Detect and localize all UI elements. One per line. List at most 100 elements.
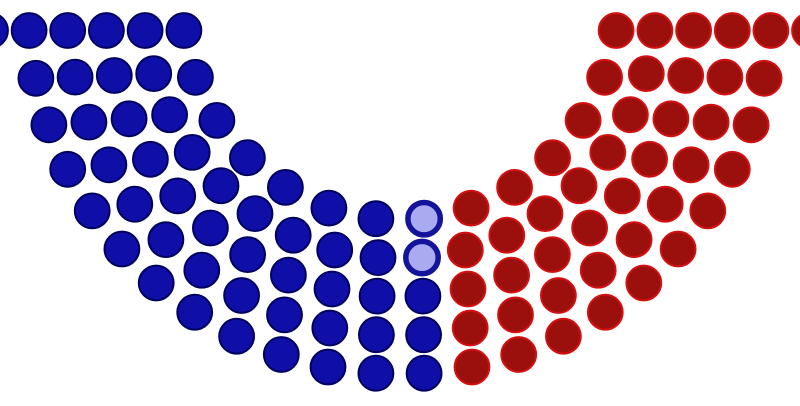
- seat-republican-13: [496, 169, 533, 206]
- seat-democratic-27: [202, 167, 240, 205]
- seat-democratic-35: [223, 277, 261, 314]
- seat-republican-27: [564, 102, 602, 139]
- seat-democratic-25: [147, 221, 185, 259]
- seat-republican-5: [500, 336, 538, 373]
- seat-democratic-14: [110, 100, 148, 138]
- seat-republican-17: [571, 209, 608, 247]
- seat-republican-14: [586, 293, 624, 331]
- seat-democratic-22: [116, 185, 154, 223]
- seat-democratic-47: [359, 239, 397, 277]
- seat-democratic-3: [49, 12, 87, 49]
- seat-democratic-49: [358, 316, 395, 354]
- seat-democratic-20: [73, 192, 111, 230]
- seat-republican-3: [449, 270, 487, 308]
- seat-republican-15: [526, 195, 564, 233]
- seat-republican-45: [791, 14, 800, 47]
- seat-republican-34: [586, 58, 623, 96]
- seat-republican-22: [659, 230, 697, 268]
- seat-democratic-5: [126, 12, 164, 49]
- seat-democratic-45: [309, 348, 347, 386]
- seat-republican-8: [493, 256, 531, 294]
- seat-republican-31: [612, 96, 649, 134]
- seat-democratic-7: [17, 59, 55, 97]
- seat-democratic-40: [310, 189, 348, 227]
- seat-republican-12: [534, 236, 571, 274]
- seat-republican-28: [631, 140, 668, 178]
- seat-democratic-15: [151, 96, 189, 134]
- seat-republican-24: [646, 185, 684, 223]
- seat-democratic-1: [0, 14, 9, 47]
- seat-republican-33: [692, 103, 730, 141]
- seat-democratic-46: [357, 200, 395, 238]
- seat-independent-2: [405, 199, 444, 238]
- seat-democratic-29: [192, 209, 229, 247]
- seat-democratic-9: [95, 57, 133, 94]
- seat-democratic-6: [165, 12, 203, 49]
- seat-republican-42: [675, 12, 712, 49]
- seat-democratic-36: [218, 317, 256, 355]
- seat-democratic-18: [132, 140, 169, 178]
- seat-democratic-42: [316, 231, 354, 269]
- seat-republican-11: [540, 277, 577, 314]
- seat-republican-35: [732, 106, 770, 144]
- seat-democratic-37: [274, 216, 312, 254]
- seat-republican-9: [488, 216, 526, 254]
- seat-democratic-4: [88, 12, 125, 49]
- seat-republican-16: [579, 251, 617, 289]
- seat-democratic-13: [70, 103, 108, 141]
- seat-democratic-34: [229, 236, 267, 274]
- seat-democratic-19: [198, 102, 236, 139]
- seat-democratic-53: [404, 277, 442, 315]
- seat-republican-37: [667, 57, 705, 94]
- seat-democratic-23: [159, 177, 197, 215]
- seat-democratic-31: [236, 195, 274, 233]
- seat-republican-44: [752, 12, 790, 49]
- seat-democratic-16: [49, 150, 87, 188]
- seat-republican-38: [706, 58, 744, 96]
- seat-republican-26: [689, 192, 727, 230]
- seat-democratic-32: [176, 293, 214, 331]
- seat-republican-1: [453, 348, 491, 386]
- seat-democratic-50: [357, 354, 395, 392]
- seat-democratic-28: [137, 264, 175, 302]
- seat-democratic-10: [135, 55, 173, 92]
- seat-democratic-38: [270, 256, 307, 294]
- seat-republican-41: [636, 12, 674, 49]
- seat-republican-2: [451, 309, 489, 347]
- seat-democratic-21: [173, 134, 211, 171]
- seat-republican-20: [534, 139, 571, 177]
- seat-democratic-43: [313, 270, 351, 308]
- seat-democratic-51: [405, 354, 443, 392]
- seat-democratic-11: [30, 106, 68, 144]
- seat-republican-39: [745, 59, 783, 97]
- seat-democratic-44: [311, 309, 349, 347]
- seat-republican-19: [560, 167, 598, 205]
- seat-democratic-33: [267, 169, 304, 206]
- seat-republican-36: [627, 55, 665, 92]
- seat-democratic-8: [56, 58, 94, 96]
- seat-republican-10: [545, 317, 582, 355]
- seat-republican-43: [713, 12, 751, 49]
- seat-republican-29: [672, 146, 710, 184]
- seat-democratic-52: [405, 316, 443, 354]
- seat-democratic-17: [90, 146, 128, 184]
- seat-democratic-26: [229, 139, 266, 177]
- seat-independent-1: [403, 238, 441, 277]
- seat-republican-32: [652, 100, 690, 138]
- seat-democratic-41: [262, 336, 300, 373]
- seat-democratic-48: [358, 277, 396, 315]
- seat-democratic-12: [177, 58, 214, 96]
- seat-republican-25: [589, 134, 627, 171]
- seat-republican-30: [713, 150, 751, 188]
- seat-republican-21: [615, 221, 653, 259]
- seat-republican-6: [452, 189, 490, 227]
- seat-republican-23: [603, 177, 641, 215]
- seat-republican-40: [597, 12, 635, 49]
- seat-republican-7: [497, 296, 534, 334]
- seat-democratic-30: [183, 251, 221, 289]
- seat-democratic-2: [10, 12, 48, 49]
- seat-democratic-39: [266, 296, 303, 334]
- seat-republican-4: [446, 231, 484, 269]
